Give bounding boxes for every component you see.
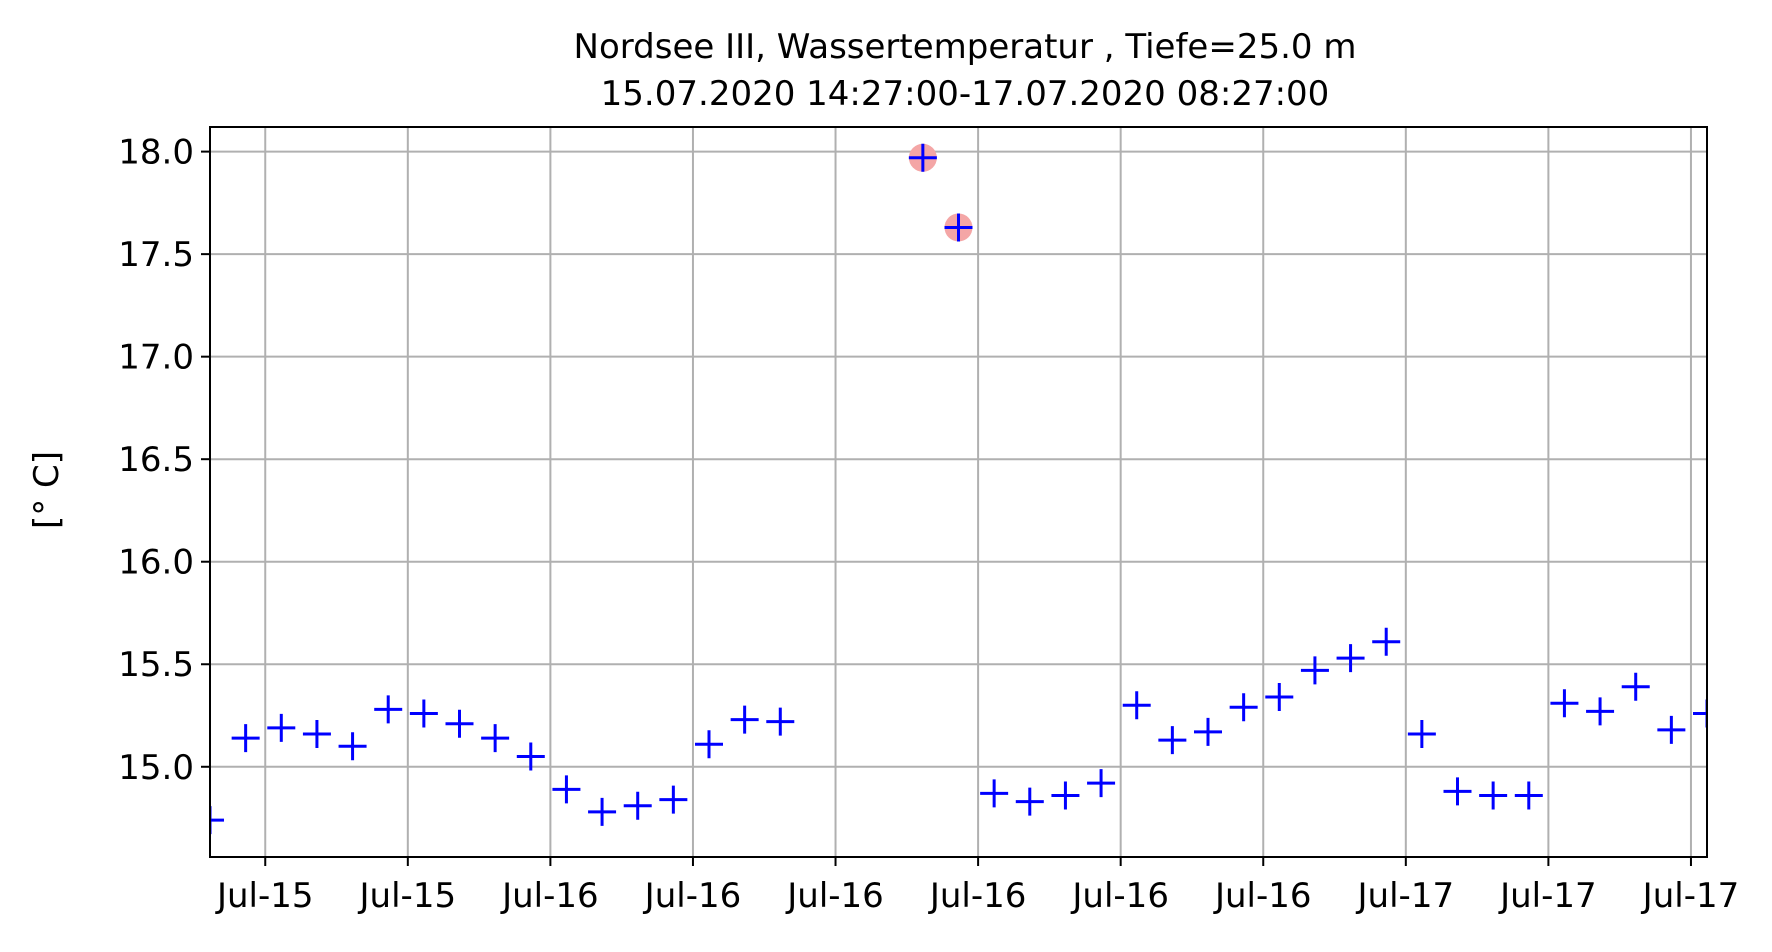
data-point — [623, 791, 652, 820]
data-point — [1514, 781, 1543, 810]
y-tick-label: 17.5 — [118, 235, 194, 275]
data-point — [1657, 715, 1686, 744]
x-tick-label: Jul-16 — [928, 876, 1027, 916]
data-point — [516, 742, 545, 771]
plot-frame — [209, 126, 1708, 858]
y-axis-label: [° C] — [27, 451, 67, 529]
x-tick-label: Jul-16 — [1213, 876, 1312, 916]
chart-title-line2: 15.07.2020 14:27:00-17.07.2020 08:27:00 — [601, 74, 1330, 114]
data-point — [1693, 699, 1707, 728]
data-point — [1087, 769, 1116, 798]
data-point — [1122, 691, 1151, 720]
data-point — [374, 695, 403, 724]
x-tick-label: Jul-15 — [358, 876, 457, 916]
data-point — [980, 779, 1009, 808]
y-tick-label: 18.0 — [118, 133, 194, 173]
data-point — [267, 713, 296, 742]
data-point — [908, 143, 937, 172]
data-point — [231, 724, 260, 753]
data-point — [1229, 693, 1258, 722]
x-tick-label: Jul-16 — [1070, 876, 1169, 916]
data-point — [1015, 787, 1044, 816]
data-point — [1550, 689, 1579, 718]
data-point — [1621, 672, 1650, 701]
data-point — [1194, 717, 1222, 746]
y-tick-label: 16.5 — [118, 440, 194, 480]
y-tick-label: 17.0 — [118, 338, 194, 378]
data-point — [1300, 656, 1329, 685]
data-point — [1443, 777, 1472, 806]
data-point — [730, 705, 759, 734]
data-point — [445, 709, 474, 738]
x-tick-label: Jul-17 — [1641, 876, 1740, 916]
x-tick-label: Jul-15 — [215, 876, 314, 916]
data-point — [588, 797, 617, 826]
y-tick-label: 15.5 — [118, 645, 194, 685]
data-point — [338, 732, 367, 761]
y-tick-label: 16.0 — [118, 543, 194, 583]
data-point — [695, 730, 723, 759]
x-tick-label: Jul-16 — [785, 876, 884, 916]
data-points — [210, 143, 1707, 835]
x-tick-label: Jul-16 — [643, 876, 742, 916]
x-tick-label: Jul-17 — [1498, 876, 1597, 916]
grid — [210, 127, 1707, 857]
x-tick-label: Jul-16 — [500, 876, 599, 916]
data-point — [1051, 781, 1080, 810]
data-point — [766, 707, 795, 736]
data-point — [1407, 719, 1436, 748]
data-point — [302, 719, 331, 748]
data-point — [1586, 697, 1615, 726]
data-point — [409, 699, 438, 728]
data-point — [659, 785, 688, 814]
data-point — [1336, 644, 1365, 673]
data-point — [1372, 627, 1401, 656]
data-point — [944, 213, 973, 242]
data-point — [210, 806, 224, 835]
data-point — [1265, 683, 1294, 712]
data-point — [1158, 726, 1187, 755]
data-point — [1479, 781, 1508, 810]
data-point — [552, 775, 581, 804]
x-tick-label: Jul-17 — [1356, 876, 1455, 916]
axis-ticks: 15.0 15.5 16.0 16.5 17.0 17.5 18.0 Jul-15 Jul-15… — [118, 133, 1739, 916]
y-tick-label: 15.0 — [118, 748, 194, 788]
chart-title-line1: Nordsee III, Wassertemperatur , Tiefe=25… — [574, 27, 1357, 67]
data-point — [481, 724, 510, 753]
